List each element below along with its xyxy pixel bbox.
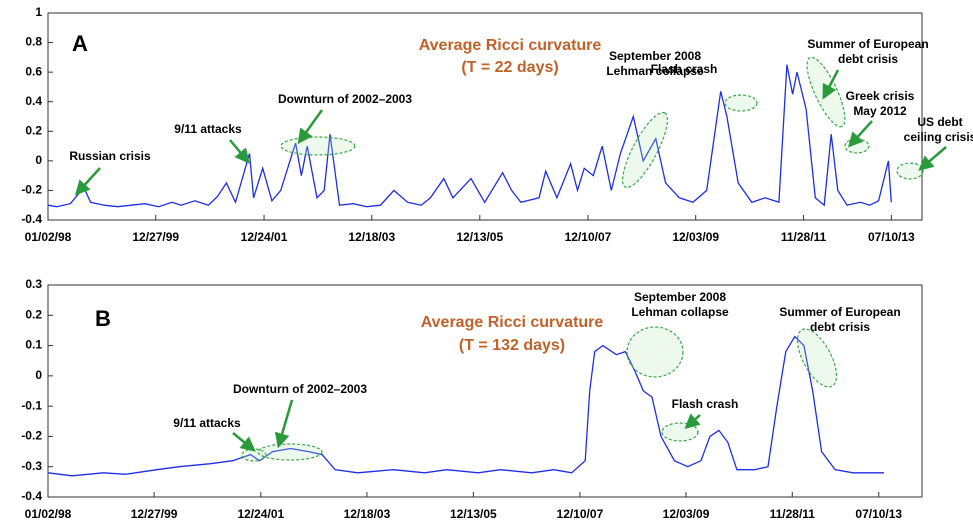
annotation: Lehman collapse <box>606 64 704 78</box>
x-tick-label: 12/18/03 <box>348 230 395 244</box>
annotation: September 2008 <box>609 49 701 63</box>
x-tick-label: 11/28/11 <box>781 230 827 244</box>
data-line <box>47 335 884 477</box>
annotation: Downturn of 2002–2003 <box>278 92 412 106</box>
plot-frame <box>47 284 923 498</box>
highlight-ellipse <box>241 448 267 462</box>
annotation: May 2012 <box>853 104 907 118</box>
y-tick-label: -0.2 <box>21 429 42 443</box>
y-tick-label: 1 <box>35 5 42 19</box>
chart-title: Average Ricci curvature <box>419 37 602 54</box>
annotation-arrow <box>918 146 947 171</box>
x-tick-label: 01/02/98 <box>25 230 72 244</box>
highlight-ellipse <box>796 328 838 388</box>
y-tick-label: 0 <box>35 368 42 382</box>
annotation: Russian crisis <box>69 149 151 163</box>
annotation: Flash crash <box>672 397 739 411</box>
x-tick-label: 07/10/13 <box>855 507 902 521</box>
annotation-arrow <box>847 120 873 148</box>
annotation: US debt <box>917 115 962 129</box>
highlight-ellipse <box>280 136 356 156</box>
highlight-ellipse <box>896 162 924 180</box>
y-tick-label: 0.4 <box>25 94 42 108</box>
x-tick-label: 12/13/05 <box>450 507 497 521</box>
annotation: Greek crisis <box>846 89 915 103</box>
annotation: 9/11 attacks <box>173 416 241 430</box>
annotation: Summer of European <box>807 37 928 51</box>
x-tick-label: 12/13/05 <box>456 230 503 244</box>
annotation-arrow <box>74 167 101 196</box>
highlight-ellipse <box>724 94 758 112</box>
annotation-arrow <box>297 109 324 145</box>
y-tick-label: 0.2 <box>25 123 42 137</box>
x-tick-label: 12/03/09 <box>663 507 710 521</box>
y-tick-label: -0.4 <box>21 212 42 226</box>
x-tick-label: 12/18/03 <box>344 507 391 521</box>
y-tick-label: -0.4 <box>21 489 42 503</box>
y-tick-label: -0.2 <box>21 183 42 197</box>
annotation-arrow <box>229 139 250 164</box>
chart-subtitle: (T = 22 days) <box>461 59 558 76</box>
y-tick-label: 0.1 <box>25 338 42 352</box>
annotation: 9/11 attacks <box>174 122 242 136</box>
annotation-arrow <box>274 399 294 449</box>
x-tick-label: 07/10/13 <box>868 230 915 244</box>
highlight-ellipse <box>661 422 699 442</box>
annotation: ceiling crisis <box>904 130 973 144</box>
annotation-arrow <box>684 413 701 430</box>
y-tick-label: 0.3 <box>25 277 42 291</box>
plot-frame <box>47 12 923 221</box>
x-tick-label: 12/03/09 <box>672 230 719 244</box>
x-tick-label: 01/02/98 <box>25 507 72 521</box>
y-tick-label: 0.2 <box>25 307 42 321</box>
highlight-ellipse <box>626 326 684 378</box>
x-tick-label: 12/10/07 <box>557 507 604 521</box>
x-tick-label: 12/27/99 <box>131 507 178 521</box>
annotation: Downturn of 2002–2003 <box>233 382 367 396</box>
chart-subtitle: (T = 132 days) <box>459 337 565 354</box>
x-tick-label: 12/24/01 <box>237 507 284 521</box>
annotation: Flash crash <box>651 62 718 76</box>
panel-label: B <box>95 306 111 331</box>
annotation: September 2008 <box>634 290 726 304</box>
data-line <box>47 64 892 208</box>
y-tick-label: 0.8 <box>25 35 42 49</box>
x-tick-label: 11/28/11 <box>770 507 816 521</box>
highlight-ellipse <box>844 138 870 154</box>
highlight-ellipse <box>257 443 323 461</box>
annotation: Summer of European <box>779 305 900 319</box>
x-tick-label: 12/27/99 <box>132 230 179 244</box>
chart-title: Average Ricci curvature <box>421 314 604 331</box>
annotation: debt crisis <box>838 52 898 66</box>
annotation: Lehman collapse <box>631 305 729 319</box>
x-tick-label: 12/10/07 <box>565 230 612 244</box>
annotation: debt crisis <box>810 320 870 334</box>
y-tick-label: -0.3 <box>21 459 42 473</box>
panel-label: A <box>72 31 88 56</box>
y-tick-label: -0.1 <box>21 398 42 412</box>
annotation-arrow <box>822 69 840 100</box>
highlight-ellipse <box>622 111 668 189</box>
annotation-arrow <box>232 432 256 452</box>
x-tick-label: 12/24/01 <box>241 230 288 244</box>
y-tick-label: 0.6 <box>25 64 42 78</box>
y-tick-label: 0 <box>35 153 42 167</box>
